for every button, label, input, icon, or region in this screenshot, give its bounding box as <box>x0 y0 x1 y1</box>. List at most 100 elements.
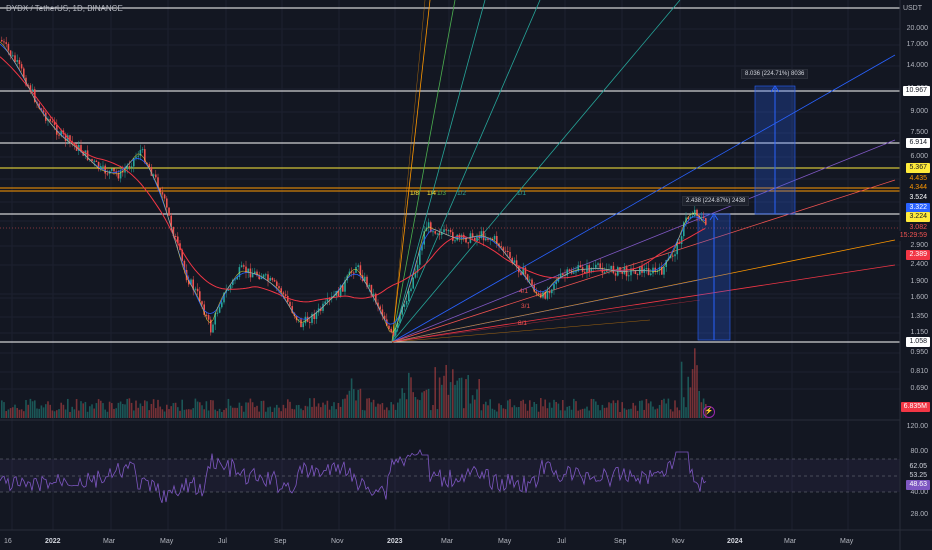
volume-bar <box>474 399 476 418</box>
volume-bar <box>9 408 12 418</box>
candle <box>170 215 172 228</box>
volume-bar <box>203 409 205 418</box>
time-label: May <box>840 538 854 545</box>
volume-bar <box>390 402 392 418</box>
chart-title[interactable]: DYDX / TetherUS, 1D, BINANCE <box>6 4 123 13</box>
volume-bar <box>621 402 623 418</box>
arrow-head <box>709 213 719 221</box>
candle <box>51 121 54 123</box>
volume-bar <box>518 406 520 418</box>
candle <box>313 313 315 320</box>
candle <box>610 265 612 270</box>
volume-bar <box>144 400 146 418</box>
candle <box>645 268 648 270</box>
candle <box>342 285 344 292</box>
time-label: 2024 <box>727 538 743 545</box>
volume-bar <box>20 409 23 418</box>
candle <box>238 267 241 278</box>
volume-bar <box>36 408 38 418</box>
candle <box>636 274 639 276</box>
volume-bar <box>425 389 428 418</box>
volume-bar <box>355 400 357 418</box>
volume-bar <box>469 403 472 418</box>
volume-bar <box>337 402 340 418</box>
volume-bar <box>265 411 267 418</box>
candle <box>282 292 285 295</box>
candle <box>80 145 82 152</box>
candle <box>12 55 14 57</box>
measure-label-upper[interactable]: 8.036 (224.71%) 8036 <box>741 69 809 79</box>
volume-bar <box>597 404 599 418</box>
candle <box>212 324 214 333</box>
volume-bar <box>78 410 80 418</box>
volume-bar <box>513 405 516 418</box>
candle <box>260 277 263 280</box>
candle <box>201 301 203 305</box>
currency-label[interactable]: USDT <box>902 5 922 12</box>
volume-bar <box>361 409 364 418</box>
candle <box>520 272 522 275</box>
candle <box>685 217 687 223</box>
volume-bar <box>31 401 34 418</box>
candle <box>161 192 164 195</box>
candle <box>445 229 447 231</box>
candle <box>381 309 384 316</box>
candle <box>31 89 34 92</box>
fan-label: 8/1 <box>518 320 528 327</box>
candle <box>480 231 483 239</box>
volume-bar <box>212 400 214 418</box>
volume-bar <box>412 392 414 418</box>
candle <box>269 277 271 281</box>
candle <box>144 149 146 163</box>
volume-bar <box>535 403 538 418</box>
candle <box>705 218 707 225</box>
volume-bar <box>342 399 344 418</box>
volume-bar <box>115 408 117 418</box>
volume-bar <box>67 398 69 418</box>
volume-bar <box>53 411 56 418</box>
candle <box>137 155 139 157</box>
volume-bar <box>258 411 260 418</box>
level-badge: 3.322 <box>906 203 930 213</box>
candle <box>311 313 313 323</box>
candle <box>432 231 434 233</box>
volume-bar <box>185 409 188 418</box>
candle <box>364 276 366 282</box>
candle <box>240 265 243 268</box>
fan-line <box>391 0 541 343</box>
volume-bar <box>128 398 131 418</box>
lightning-icon[interactable]: ⚡ <box>703 406 715 418</box>
candle <box>388 325 390 329</box>
candle <box>155 174 157 178</box>
volume-bar <box>676 407 678 418</box>
volume-bar <box>636 410 639 418</box>
candle <box>513 260 516 263</box>
candle <box>529 279 531 281</box>
volume-bar <box>533 401 535 418</box>
volume-bar <box>399 398 401 418</box>
candle <box>526 274 529 281</box>
volume-bar <box>49 404 51 418</box>
candle <box>126 166 128 170</box>
candle <box>298 319 300 321</box>
volume-bar <box>590 398 593 418</box>
candle <box>214 313 216 325</box>
volume-bar <box>617 400 619 418</box>
volume-bar <box>500 405 502 418</box>
candle <box>273 280 276 282</box>
volume-bar <box>141 406 144 418</box>
fan-line <box>391 0 456 343</box>
candle <box>276 281 278 287</box>
candle <box>469 233 472 243</box>
candle <box>493 236 496 240</box>
volume-bar <box>603 407 606 418</box>
candle <box>40 108 43 111</box>
volume-bar <box>309 398 311 418</box>
volume-bar <box>298 404 300 418</box>
volume-bar <box>669 409 672 418</box>
measure-label-lower[interactable]: 2.438 (224.87%) 2438 <box>682 196 750 206</box>
candle <box>262 274 265 278</box>
volume-bar <box>47 401 49 418</box>
candle <box>166 198 168 208</box>
